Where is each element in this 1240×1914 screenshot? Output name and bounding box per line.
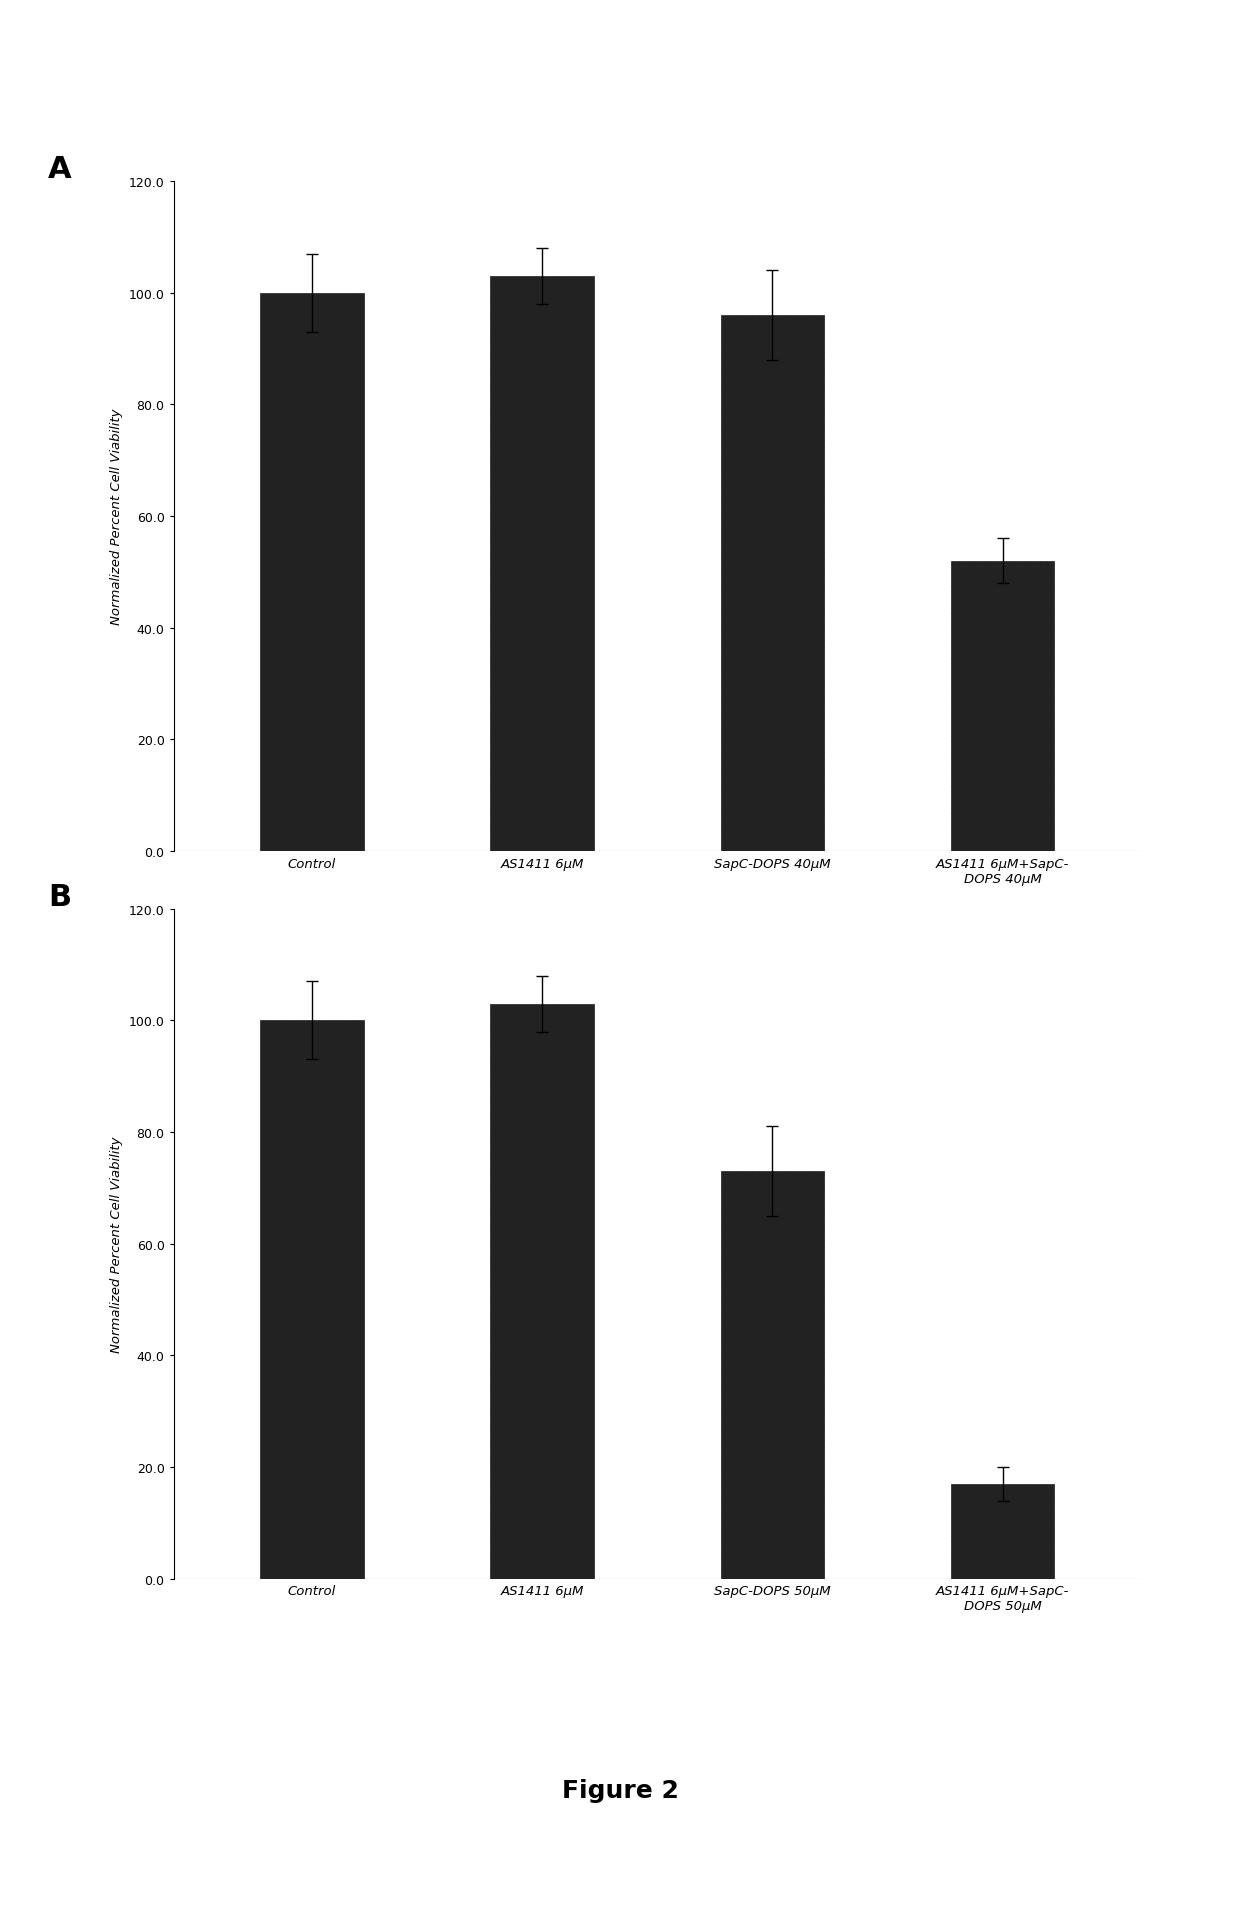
Y-axis label: Normalized Percent Cell Viability: Normalized Percent Cell Viability <box>110 1135 123 1353</box>
Text: A: A <box>48 155 72 184</box>
Bar <box>490 1005 594 1579</box>
Bar <box>951 561 1054 852</box>
Text: Figure 2: Figure 2 <box>562 1778 678 1801</box>
Bar <box>720 316 825 852</box>
Bar <box>951 1483 1054 1579</box>
Bar <box>490 278 594 852</box>
Text: B: B <box>48 882 71 911</box>
Bar <box>260 1020 363 1579</box>
Bar <box>720 1171 825 1579</box>
Bar <box>260 293 363 852</box>
Y-axis label: Normalized Percent Cell Viability: Normalized Percent Cell Viability <box>110 408 123 626</box>
